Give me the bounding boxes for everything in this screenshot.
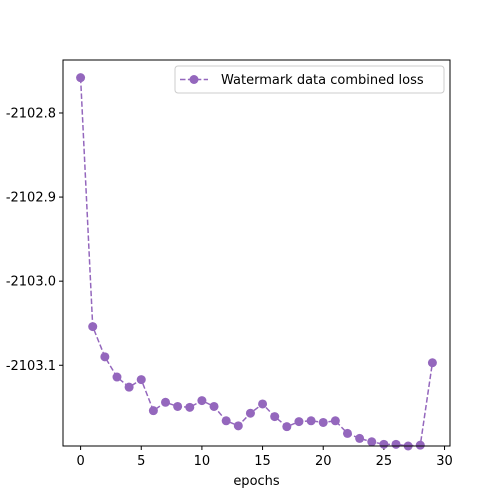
- x-tick-label: 5: [137, 454, 145, 469]
- x-tick-label: 20: [315, 454, 332, 469]
- x-axis: 0 5 10 15 20 25 30: [76, 446, 453, 469]
- data-point: [282, 422, 292, 432]
- legend-marker-swatch: [189, 75, 199, 84]
- data-point: [367, 437, 377, 447]
- data-point: [258, 399, 268, 409]
- data-point: [88, 322, 98, 332]
- data-point: [136, 375, 146, 385]
- data-point: [318, 417, 328, 427]
- series-layer: [76, 73, 437, 451]
- data-point: [391, 439, 401, 449]
- legend-label: Watermark data combined loss: [221, 73, 424, 88]
- legend: Watermark data combined loss: [174, 65, 445, 94]
- data-point: [294, 417, 304, 427]
- x-tick-label: 25: [376, 454, 393, 469]
- data-point: [427, 358, 437, 368]
- data-point: [209, 401, 219, 411]
- legend-box: [174, 65, 445, 94]
- data-point: [221, 416, 231, 426]
- y-axis: -2102.8 -2102.9 -2103.0 -2103.1: [6, 106, 63, 374]
- data-point: [100, 352, 110, 362]
- y-tick-label: -2102.9: [6, 191, 56, 206]
- y-tick-label: -2102.8: [6, 106, 56, 121]
- x-tick-label: 0: [76, 454, 84, 469]
- data-point: [379, 439, 389, 449]
- data-point: [245, 408, 255, 418]
- data-point: [233, 421, 243, 431]
- data-point: [355, 433, 365, 443]
- x-tick-label: 30: [436, 454, 453, 469]
- x-tick-label: 15: [254, 454, 271, 469]
- plot-area: [63, 60, 450, 446]
- data-point: [270, 412, 280, 422]
- data-point: [330, 416, 340, 426]
- data-point: [197, 396, 207, 406]
- data-point: [112, 372, 122, 382]
- data-point: [185, 402, 195, 412]
- y-tick-label: -2103.1: [6, 359, 56, 374]
- plot-frame: [62, 59, 451, 447]
- data-point: [124, 382, 134, 392]
- x-tick-label: 10: [194, 454, 211, 469]
- data-point: [173, 401, 183, 411]
- data-point: [76, 73, 86, 83]
- data-point: [161, 397, 171, 407]
- y-tick-label: -2103.0: [6, 275, 56, 290]
- data-point: [342, 428, 352, 438]
- data-point: [306, 416, 316, 426]
- data-point: [148, 406, 158, 416]
- data-point: [415, 440, 425, 450]
- x-axis-label: epochs: [233, 474, 280, 489]
